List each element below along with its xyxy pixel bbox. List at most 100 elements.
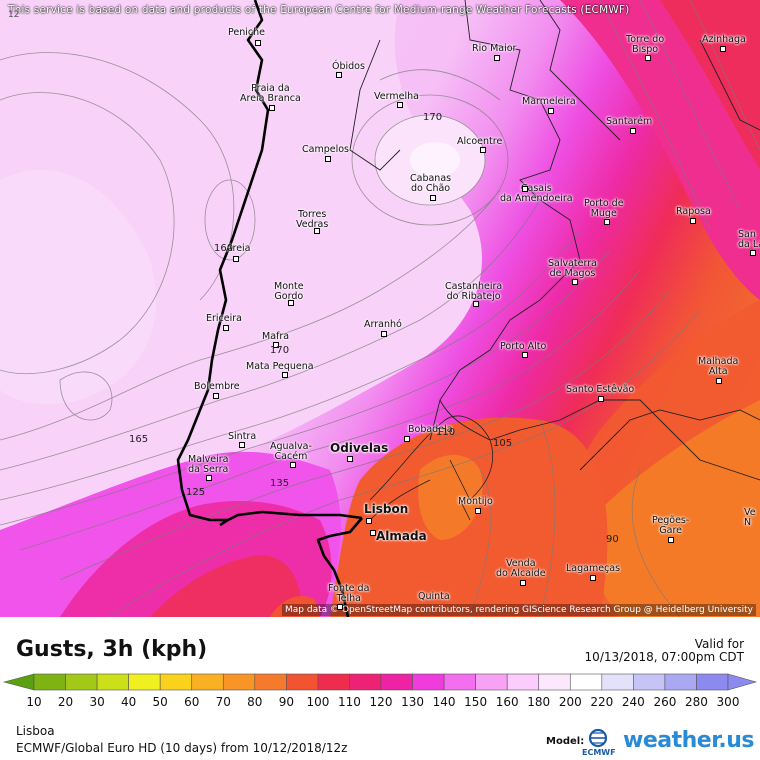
colorbar-tick-label: 90 bbox=[278, 695, 294, 709]
city-marker bbox=[381, 331, 387, 337]
city-marker bbox=[397, 102, 403, 108]
city-marker bbox=[223, 325, 229, 331]
city-santarem[interactable]: Santarém bbox=[606, 116, 653, 127]
colorbar-tick-label: 180 bbox=[527, 695, 551, 709]
colorbar-bin bbox=[317, 673, 350, 691]
colorbar-bin bbox=[96, 673, 129, 691]
colorbar-tick-label: 200 bbox=[558, 695, 582, 709]
city-campelos[interactable]: Campelos bbox=[302, 144, 349, 155]
city-marker bbox=[480, 147, 486, 153]
colorbar-tick-label: 140 bbox=[432, 695, 456, 709]
city-marker bbox=[590, 575, 596, 581]
colorbar-tick-label: 70 bbox=[215, 695, 231, 709]
city-porto-alto[interactable]: Porto Alto bbox=[500, 341, 547, 352]
city-marker bbox=[522, 186, 528, 192]
colorbar-bin bbox=[664, 673, 697, 691]
city-marker bbox=[494, 55, 500, 61]
colorbar-bin bbox=[538, 673, 571, 691]
city-porto-de-muge[interactable]: Porto de Muge bbox=[584, 198, 624, 219]
colorbar-bin bbox=[633, 673, 666, 691]
city-bobadela[interactable]: Bobadela bbox=[408, 424, 453, 435]
city-praia-da-areia-branca[interactable]: Praia da Areia Branca bbox=[240, 83, 301, 104]
weather-us-logo[interactable]: weather.us bbox=[623, 728, 755, 753]
city-ve-n[interactable]: Ve N bbox=[744, 507, 756, 528]
colorbar-tick-label: 300 bbox=[716, 695, 740, 709]
colorbar-bin bbox=[569, 673, 603, 691]
city-marker bbox=[572, 279, 578, 285]
colorbar-bin bbox=[159, 673, 193, 691]
city-santo-estevao[interactable]: Santo Estêvão bbox=[566, 384, 635, 395]
city-cabanas-do-chao[interactable]: Cabanas do Chão bbox=[410, 173, 452, 194]
contour-label: 170 bbox=[270, 345, 290, 356]
city-venda-do-alcaide[interactable]: Venda do Alcaide bbox=[496, 558, 546, 579]
model-label: Model: bbox=[546, 736, 585, 747]
city-marker bbox=[255, 40, 261, 46]
city-agualva-cacem[interactable]: Agualva- Cacém bbox=[270, 441, 312, 462]
city-mafra[interactable]: Mafra bbox=[262, 331, 290, 342]
city-lisbon[interactable]: Lisbon bbox=[364, 502, 409, 516]
city-mata-pequena[interactable]: Mata Pequena bbox=[246, 361, 314, 372]
colorbar-tick-label: 150 bbox=[464, 695, 488, 709]
city-castanheira-do-ribatejo[interactable]: Castanheira do Ribatejo bbox=[445, 281, 503, 302]
city-montijo[interactable]: Montijo bbox=[458, 496, 493, 507]
city-marker bbox=[404, 436, 410, 442]
city-fonte-da-telha[interactable]: Fonte da Telha bbox=[328, 583, 370, 604]
contour-label: 170 bbox=[423, 112, 443, 123]
city-obidos[interactable]: Óbidos bbox=[332, 61, 365, 72]
city-vermelha[interactable]: Vermelha bbox=[374, 91, 419, 102]
colorbar-bin bbox=[380, 673, 413, 691]
colorbar-bin bbox=[191, 673, 224, 691]
city-marmeleira[interactable]: Marmeleira bbox=[522, 96, 576, 107]
city-lagamecas[interactable]: Lagameças bbox=[566, 563, 621, 574]
city-marker bbox=[213, 393, 219, 399]
colorbar-bin bbox=[286, 673, 319, 691]
city-torres-vedras[interactable]: Torres Vedras bbox=[296, 209, 329, 230]
city-malhada-alta[interactable]: Malhada Alta bbox=[698, 356, 739, 377]
city-peniche[interactable]: Peniche bbox=[228, 27, 265, 38]
city-marker bbox=[750, 250, 756, 256]
colorbar-tick-label: 80 bbox=[247, 695, 263, 709]
city-marker bbox=[282, 372, 288, 378]
city-marker bbox=[337, 604, 343, 610]
valid-for-label: Valid for bbox=[694, 637, 744, 651]
city-casais-da-amendoeira[interactable]: Casais da Amendoeira bbox=[500, 183, 573, 204]
city-marker bbox=[290, 462, 296, 468]
city-marker bbox=[598, 396, 604, 402]
gust-map[interactable]: This service is based on data and produc… bbox=[0, 0, 760, 617]
city-raposa[interactable]: Raposa bbox=[676, 206, 711, 217]
city-monte-gordo[interactable]: Monte Gordo bbox=[274, 281, 304, 302]
colorbar-tick-label: 60 bbox=[184, 695, 200, 709]
colorbar-tick-label: 280 bbox=[685, 695, 708, 709]
city-quinta[interactable]: Quinta bbox=[418, 591, 450, 602]
colorbar-tick-label: 20 bbox=[57, 695, 74, 709]
city-rio-maior[interactable]: Rio Maior bbox=[472, 43, 517, 54]
city-torre-do-bispo[interactable]: Torre do Bispo bbox=[626, 34, 665, 55]
city-sintra[interactable]: Sintra bbox=[228, 431, 257, 442]
gust-field bbox=[0, 0, 760, 617]
colorbar-tick-label: 50 bbox=[152, 695, 168, 709]
city-san-da-lan[interactable]: San da Lan bbox=[738, 229, 760, 250]
colorbar-tick-label: 100 bbox=[306, 695, 330, 709]
city-malveira-da-serra[interactable]: Malveira da Serra bbox=[188, 454, 229, 475]
city-almada[interactable]: Almada bbox=[376, 529, 427, 543]
city-areia[interactable]: Areia bbox=[226, 243, 251, 254]
city-salvaterra-de-magos[interactable]: Salvaterra de Magos bbox=[548, 258, 597, 279]
city-odivelas[interactable]: Odivelas bbox=[330, 441, 389, 455]
city-pegoes-gare[interactable]: Pegões- Gare bbox=[652, 515, 690, 536]
city-marker bbox=[269, 105, 275, 111]
city-marker bbox=[273, 342, 279, 348]
city-azinhaga[interactable]: Azinhaga bbox=[702, 34, 746, 45]
city-marker bbox=[336, 72, 342, 78]
city-arranho[interactable]: Arranhó bbox=[364, 319, 402, 330]
model-run-info: ECMWF/Global Euro HD (10 days) from 10/1… bbox=[16, 741, 348, 755]
city-bolembre[interactable]: Bolembre bbox=[194, 381, 240, 392]
city-ericeira[interactable]: Ericeira bbox=[206, 313, 242, 324]
colorbar-tick-label: 220 bbox=[590, 695, 614, 709]
city-alcoentre[interactable]: Alcoentre bbox=[457, 136, 503, 147]
city-marker bbox=[370, 530, 376, 536]
city-marker bbox=[604, 219, 610, 225]
city-marker bbox=[366, 518, 372, 524]
city-marker bbox=[206, 475, 212, 481]
map-title: Gusts, 3h (kph) bbox=[16, 637, 208, 662]
map-data-attribution: Map data © OpenStreetMap contributors, r… bbox=[282, 604, 756, 616]
